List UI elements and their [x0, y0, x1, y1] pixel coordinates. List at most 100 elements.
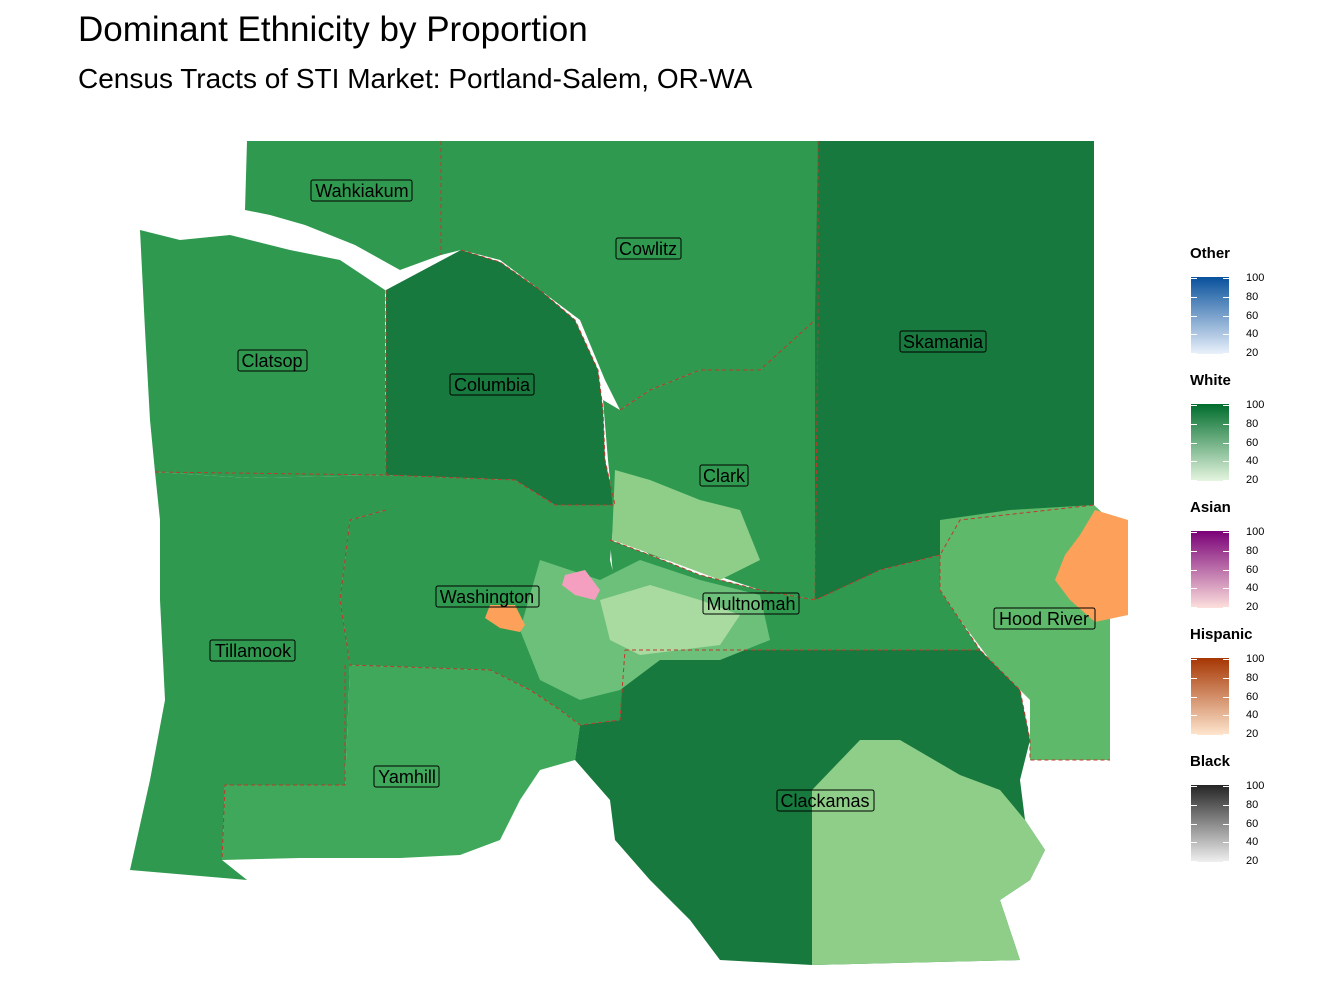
- county-label-clark: Clark: [699, 464, 749, 487]
- legend-tick-mark: [1223, 278, 1229, 279]
- legend-colorbar: [1191, 785, 1229, 862]
- svg-text:Yamhill: Yamhill: [378, 767, 436, 787]
- legend-tick-label: 20: [1246, 601, 1259, 613]
- svg-text:Washington: Washington: [440, 587, 534, 607]
- svg-text:Hood River: Hood River: [999, 609, 1089, 629]
- legend-tick-mark: [1223, 296, 1229, 298]
- clark-urban: [612, 470, 760, 580]
- legend-tick-mark: [1191, 715, 1197, 717]
- legend-tick-mark: [1191, 696, 1197, 698]
- legend-tick-label: 80: [1246, 290, 1259, 303]
- county-label-cowlitz: Cowlitz: [615, 237, 682, 260]
- svg-text:Columbia: Columbia: [454, 375, 531, 395]
- legend-tick-label: 60: [1246, 309, 1259, 322]
- legend-tick-mark: [1223, 677, 1229, 679]
- legend-tick-mark: [1223, 550, 1229, 552]
- county-area-tillamook: [130, 472, 386, 880]
- legend-tick-label: 60: [1246, 690, 1259, 703]
- county-area-cowlitz: [441, 141, 818, 410]
- legend-tick-mark: [1223, 480, 1229, 481]
- legend-tick-label: 80: [1246, 671, 1259, 684]
- legend-title: Asian: [1190, 499, 1231, 516]
- county-labels: Wahkiakum Cowlitz Skamania Clatsop Colum…: [209, 179, 1096, 812]
- legend-tick-mark: [1223, 804, 1229, 806]
- legend-tick-mark: [1191, 296, 1197, 298]
- legend-tick-mark: [1191, 734, 1197, 735]
- svg-text:Clark: Clark: [703, 466, 746, 486]
- legend-tick-mark: [1223, 715, 1229, 717]
- legend-tick-mark: [1223, 861, 1229, 862]
- county-label-columbia: Columbia: [449, 373, 535, 396]
- legend-tick-label: 60: [1246, 817, 1259, 830]
- legend-tick-mark: [1191, 677, 1197, 679]
- legend-tick-mark: [1191, 569, 1197, 571]
- county-area-skamania: [815, 141, 1094, 600]
- legend-other: Other 100 80 60 40 20: [1190, 245, 1340, 372]
- legend-colorbar: [1191, 404, 1229, 481]
- legend-tick-mark: [1191, 786, 1197, 787]
- legend-colorbar: [1191, 277, 1229, 354]
- legend-tick-label: 100: [1246, 272, 1265, 284]
- legend-tick-mark: [1191, 532, 1197, 533]
- county-borders: [154, 141, 1110, 861]
- county-label-skamania: Skamania: [899, 330, 987, 353]
- legend-tick-label: 100: [1246, 780, 1265, 792]
- legend-tick-mark: [1223, 823, 1229, 825]
- legend-tick-mark: [1191, 315, 1197, 317]
- county-area-yamhill: [222, 665, 580, 860]
- legend-title: White: [1190, 372, 1231, 389]
- map-subtitle: Census Tracts of STI Market: Portland-Sa…: [78, 63, 753, 94]
- legend-tick-mark: [1191, 861, 1197, 862]
- legend-tick-mark: [1223, 659, 1229, 660]
- legend-tick-label: 20: [1246, 347, 1259, 359]
- county-label-wahkiakum: Wahkiakum: [310, 179, 413, 202]
- legend-tick-mark: [1191, 659, 1197, 660]
- legend-tick-mark: [1191, 278, 1197, 279]
- legend-tick-mark: [1223, 786, 1229, 787]
- svg-text:Cowlitz: Cowlitz: [619, 239, 677, 259]
- legend-tick-mark: [1191, 405, 1197, 406]
- legend-tick-label: 40: [1246, 709, 1259, 722]
- svg-text:Wahkiakum: Wahkiakum: [315, 181, 408, 201]
- legend-tick-mark: [1223, 569, 1229, 571]
- legend-tick-label: 40: [1246, 582, 1259, 595]
- svg-text:Tillamook: Tillamook: [215, 641, 292, 661]
- legend-colorbar: [1191, 531, 1229, 608]
- county-area-columbia: [386, 250, 615, 505]
- legend-tick-mark: [1223, 442, 1229, 444]
- legend-tick-label: 40: [1246, 836, 1259, 849]
- legend-title: Other: [1190, 245, 1231, 262]
- legend-tick-mark: [1223, 423, 1229, 425]
- county-label-tillamook: Tillamook: [209, 639, 296, 662]
- legend-tick-mark: [1223, 532, 1229, 533]
- legend-tick-mark: [1191, 442, 1197, 444]
- hispanic-tract-washington: [485, 605, 525, 632]
- legend-tick-mark: [1191, 842, 1197, 844]
- legend-tick-mark: [1223, 842, 1229, 844]
- svg-text:Multnomah: Multnomah: [706, 594, 795, 614]
- legend-tick-mark: [1223, 607, 1229, 608]
- legend-tick-mark: [1191, 461, 1197, 463]
- legend-title: Hispanic: [1190, 626, 1253, 643]
- legend-tick-label: 40: [1246, 455, 1259, 468]
- legend-black: Black 100 80 60 40 20: [1190, 753, 1340, 880]
- legend-tick-label: 80: [1246, 798, 1259, 811]
- svg-text:Clackamas: Clackamas: [780, 791, 869, 811]
- county-label-multnomah: Multnomah: [702, 592, 800, 615]
- asian-tract-washington: [562, 570, 600, 600]
- legend-title: Black: [1190, 753, 1231, 770]
- metro-inner: [600, 585, 740, 655]
- legend-tick-label: 100: [1246, 526, 1265, 538]
- legend-tick-mark: [1191, 423, 1197, 425]
- legend-tick-label: 60: [1246, 563, 1259, 576]
- legend-hispanic: Hispanic 100 80 60 40 20: [1190, 626, 1340, 753]
- legend-tick-label: 80: [1246, 544, 1259, 557]
- legend-tick-label: 20: [1246, 728, 1259, 740]
- legend-tick-mark: [1191, 334, 1197, 336]
- legend-tick-mark: [1223, 696, 1229, 698]
- county-label-clatsop: Clatsop: [237, 349, 308, 372]
- legend-tick-label: 20: [1246, 855, 1259, 867]
- legend-tick-mark: [1191, 550, 1197, 552]
- legend-tick-label: 100: [1246, 399, 1265, 411]
- legend-tick-label: 60: [1246, 436, 1259, 449]
